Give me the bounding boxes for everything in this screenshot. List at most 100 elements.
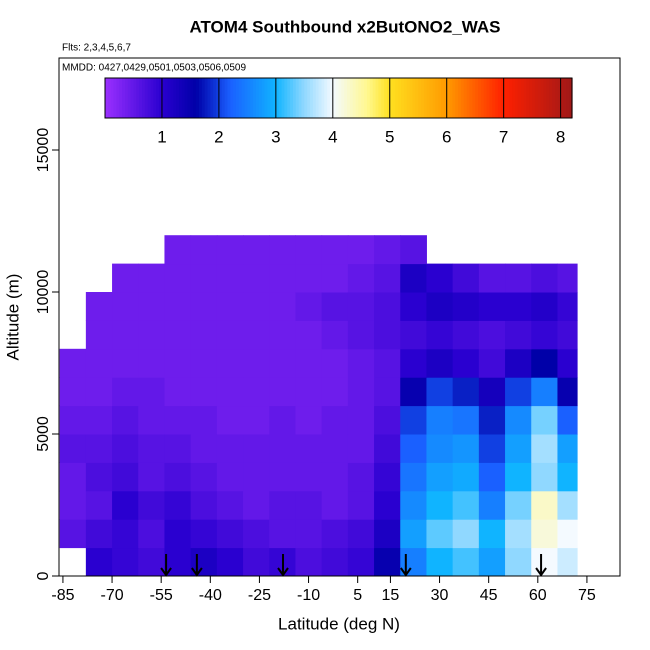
- colorbar-swatch: [500, 78, 505, 118]
- heat-cell: [505, 405, 532, 435]
- colorbar-swatch: [401, 78, 405, 118]
- colorbar-swatch: [506, 78, 510, 118]
- heat-cell: [85, 292, 113, 321]
- colorbar-swatch: [532, 78, 536, 118]
- heat-cell: [321, 405, 349, 435]
- colorbar-swatch: [173, 78, 177, 118]
- colorbar-swatch: [455, 78, 459, 118]
- colorbar-swatch: [546, 78, 550, 118]
- heat-cell: [164, 377, 192, 407]
- heat-cell: [531, 462, 558, 492]
- heat-cell: [452, 377, 480, 407]
- heat-cell: [190, 434, 218, 463]
- colorbar-swatch: [512, 78, 516, 118]
- heat-cell: [269, 462, 296, 492]
- subtitle: Flts: 2,3,4,5,6,7: [62, 43, 131, 54]
- heat-cell: [531, 490, 558, 520]
- heat-cell: [452, 263, 480, 293]
- colorbar-swatch: [537, 78, 542, 118]
- colorbar-swatch: [486, 78, 491, 118]
- colorbar-swatch: [267, 78, 271, 118]
- colorbar-swatch: [241, 78, 246, 118]
- heat-cell: [269, 235, 296, 265]
- colorbar-swatch: [358, 78, 362, 118]
- heat-cell: [295, 434, 323, 463]
- heat-cell: [216, 263, 244, 293]
- heat-cell: [400, 263, 427, 293]
- heat-cell: [426, 320, 454, 350]
- heat-cell: [85, 348, 113, 378]
- colorbar-swatch: [446, 78, 451, 118]
- heat-cell: [400, 377, 427, 407]
- colorbar-swatch: [315, 78, 320, 118]
- colorbar-tick-label: 6: [442, 127, 451, 146]
- heat-cell: [243, 292, 270, 321]
- heat-cell: [531, 434, 558, 463]
- heat-cell: [452, 462, 480, 492]
- heat-cell: [243, 348, 270, 378]
- colorbar-swatch: [224, 78, 229, 118]
- y-tick-label: 10000: [35, 270, 52, 315]
- colorbar-swatch: [381, 78, 385, 118]
- heat-cell: [269, 348, 296, 378]
- colorbar-swatch: [113, 78, 117, 118]
- heat-cell: [85, 462, 113, 492]
- heat-cell: [243, 547, 270, 577]
- heat-cell: [478, 377, 506, 407]
- colorbar-swatch: [179, 78, 183, 118]
- colorbar-swatch: [110, 78, 115, 118]
- heat-cell: [531, 405, 558, 435]
- colorbar-swatch: [423, 78, 428, 118]
- colorbar-swatch: [403, 78, 408, 118]
- heat-cell: [216, 377, 244, 407]
- colorbar-swatch: [517, 78, 522, 118]
- heat-cell: [347, 320, 375, 350]
- heat-cell: [505, 462, 532, 492]
- colorbar-swatch: [520, 78, 525, 118]
- colorbar-swatch: [130, 78, 135, 118]
- colorbar-swatch: [193, 78, 197, 118]
- colorbar-swatch: [375, 78, 379, 118]
- heat-cell: [400, 462, 427, 492]
- heat-cell: [505, 519, 532, 549]
- colorbar-swatch: [438, 78, 442, 118]
- colorbar-swatch: [389, 78, 394, 118]
- heat-cell: [190, 377, 218, 407]
- colorbar-swatch: [492, 78, 496, 118]
- colorbar-swatch: [161, 78, 166, 118]
- heat-cell: [452, 405, 480, 435]
- colorbar-swatch: [458, 78, 462, 118]
- heat-cell: [243, 320, 270, 350]
- colorbar-swatch: [563, 78, 567, 118]
- colorbar-swatch: [355, 78, 360, 118]
- colorbar-swatch: [253, 78, 257, 118]
- heat-cell: [400, 519, 427, 549]
- colorbar-swatch: [292, 78, 297, 118]
- heat-cell: [138, 320, 165, 350]
- heat-cell: [557, 292, 578, 321]
- heat-cell: [112, 547, 139, 577]
- heat-cell: [531, 377, 558, 407]
- x-tick-label: 30: [431, 587, 449, 604]
- colorbar-swatch: [372, 78, 377, 118]
- heat-cell: [374, 547, 401, 577]
- heat-cell: [452, 490, 480, 520]
- heat-cell: [426, 263, 454, 293]
- heat-cell: [269, 292, 296, 321]
- heat-cell: [243, 434, 270, 463]
- colorbar-swatch: [281, 78, 285, 118]
- colorbar-swatch: [384, 78, 388, 118]
- heat-cell: [478, 292, 506, 321]
- colorbar-swatch: [218, 78, 223, 118]
- colorbar-swatch: [250, 78, 254, 118]
- heat-cell: [216, 434, 244, 463]
- colorbar-swatch: [569, 78, 573, 118]
- colorbar-swatch: [369, 78, 374, 118]
- heat-cell: [478, 490, 506, 520]
- colorbar-swatch: [235, 78, 240, 118]
- heat-cell: [374, 292, 401, 321]
- x-tick-label: 45: [480, 587, 498, 604]
- heat-cell: [164, 320, 192, 350]
- heat-cell: [505, 263, 532, 293]
- heat-cell: [374, 405, 401, 435]
